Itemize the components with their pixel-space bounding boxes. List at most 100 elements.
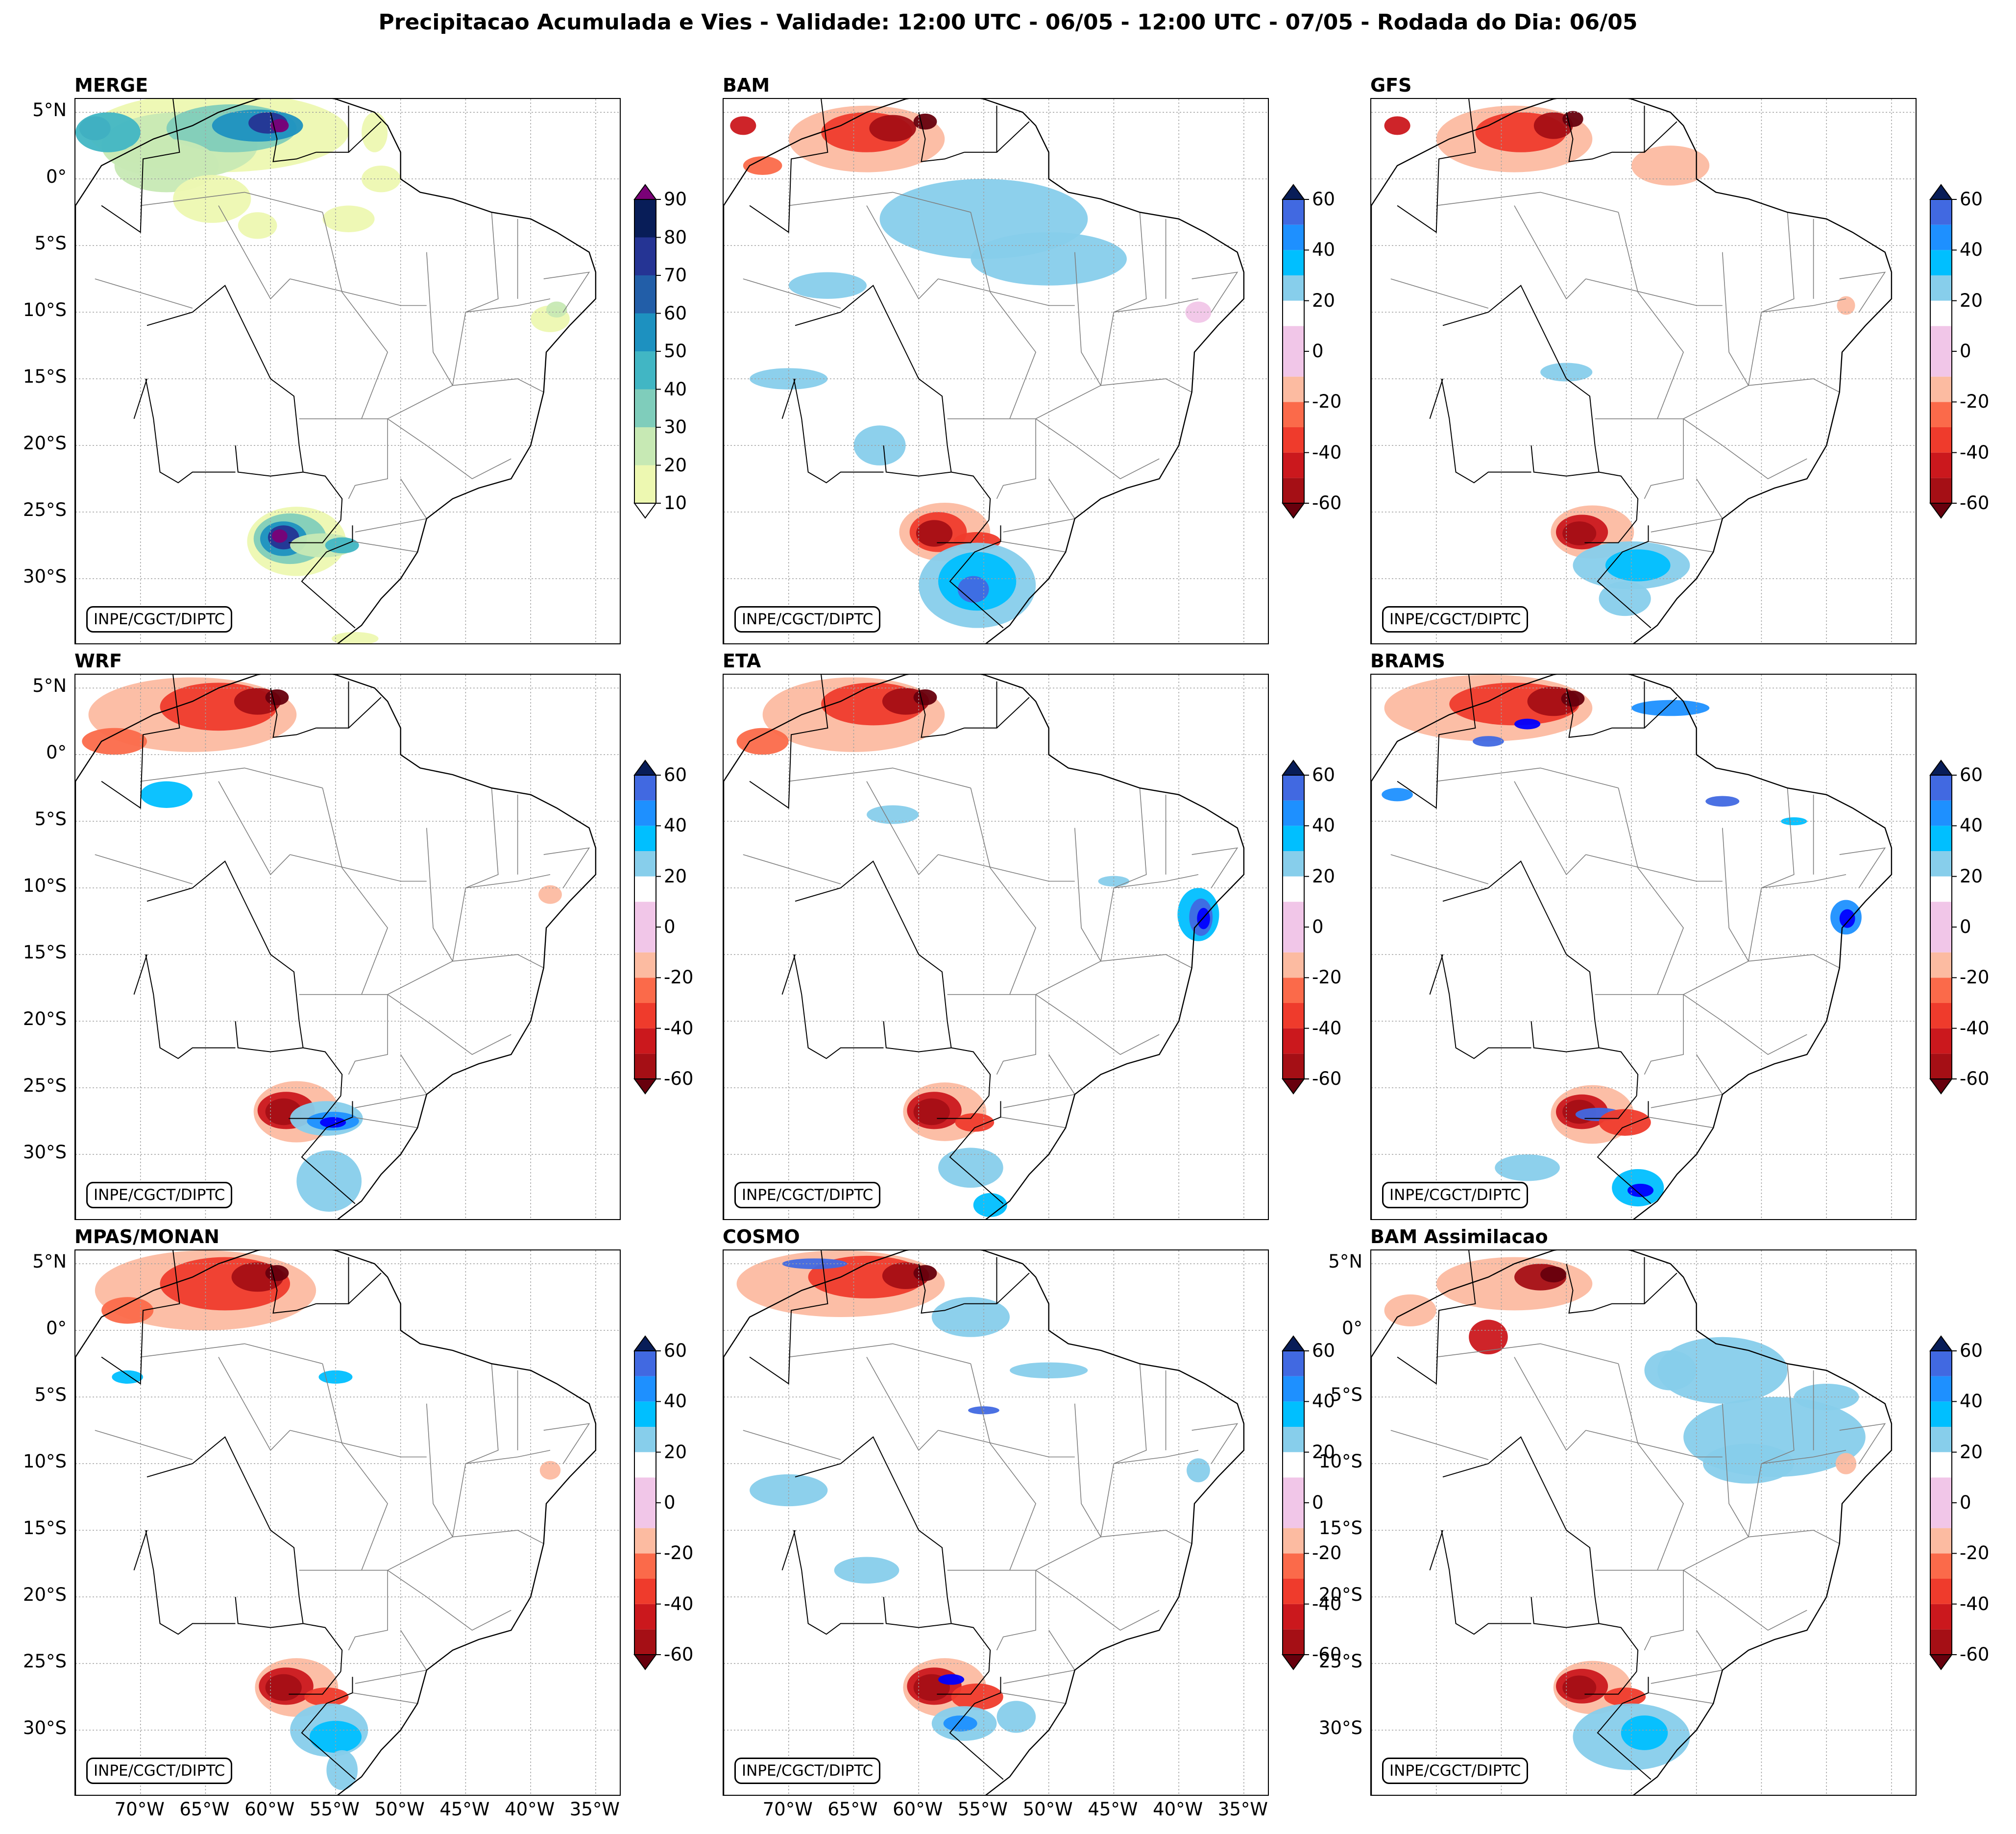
bias-cell xyxy=(1604,1687,1646,1707)
colorbar-swatch xyxy=(1283,851,1304,877)
panel-title: MERGE xyxy=(74,74,148,96)
country-borders xyxy=(749,99,1030,629)
bias-cell xyxy=(1657,1337,1788,1404)
colorbar-tick-label: 30 xyxy=(664,416,687,438)
colorbar-extend-max xyxy=(1282,759,1305,776)
precip-cell xyxy=(238,212,277,239)
bias-cell xyxy=(1599,581,1651,616)
colorbar-tick-label: -20 xyxy=(1960,967,1990,988)
colorbar-swatch xyxy=(634,1579,656,1604)
colorbar-tick-label: -40 xyxy=(1960,1017,1990,1039)
data-field xyxy=(95,1250,561,1790)
state-borders xyxy=(95,1343,590,1704)
lon-label: 70°W xyxy=(114,1799,165,1820)
colorbar-swatch xyxy=(1930,1528,1952,1554)
colorbar-bias: -60 -40 -20 0 20 40 60 xyxy=(633,759,693,1097)
colorbar-tick-label: -40 xyxy=(1960,1593,1990,1614)
map-panel: INPE/CGCT/DIPTC xyxy=(1370,98,1917,644)
colorbar-swatch xyxy=(1930,851,1952,877)
precip-cell xyxy=(270,119,289,132)
bias-cell xyxy=(1197,907,1210,929)
colorbar-swatch xyxy=(634,1427,656,1452)
coastline xyxy=(724,675,1245,1219)
colorbar-swatch xyxy=(1283,1604,1304,1630)
colorbar-swatch xyxy=(1283,1629,1304,1655)
country-borders xyxy=(101,1250,382,1780)
bias-cell xyxy=(943,1715,977,1732)
state-borders xyxy=(743,767,1239,1128)
colorbar-tick-label: 0 xyxy=(1312,341,1324,362)
lat-label: 0° xyxy=(46,1318,67,1339)
coastline xyxy=(724,99,1245,643)
colorbar-tick-label: 40 xyxy=(1312,1391,1336,1412)
bias-cell xyxy=(869,115,916,142)
colorbar-tick-label: -20 xyxy=(1960,1542,1990,1564)
bias-cell xyxy=(539,1461,561,1480)
colorbar-swatch xyxy=(634,1376,656,1402)
map-svg xyxy=(1371,99,1916,643)
colorbar-swatch xyxy=(1283,1376,1304,1402)
data-field xyxy=(1384,1257,1866,1770)
colorbar-tick-label: -60 xyxy=(1960,492,1990,514)
colorbar-extend-max xyxy=(1929,184,1953,200)
colorbar-swatch xyxy=(1283,775,1304,801)
colorbar-swatch xyxy=(1930,275,1952,301)
data-field xyxy=(1382,675,1862,1207)
colorbar-tick-label: -60 xyxy=(664,1068,694,1089)
colorbar-tick-label: 20 xyxy=(1960,865,1983,887)
colorbar-tick-label: -60 xyxy=(1312,1068,1342,1089)
bias-cell xyxy=(1384,116,1410,135)
lat-label: 10°S xyxy=(23,1451,67,1472)
colorbar-extend-max xyxy=(1929,1335,1953,1351)
colorbar-swatch xyxy=(1930,902,1952,953)
figure-title: Precipitacao Acumulada e Vies - Validade… xyxy=(378,10,1638,35)
colorbar-swatch xyxy=(1930,478,1952,503)
bias-cell xyxy=(112,1370,144,1384)
colorbar-swatch xyxy=(1283,826,1304,851)
colorbar-swatch xyxy=(634,313,656,351)
map-panel: INPE/CGCT/DIPTC xyxy=(1370,674,1917,1220)
colorbar-swatch xyxy=(1930,1553,1952,1579)
lat-label: 25°S xyxy=(23,1075,67,1097)
colorbar-extend-max xyxy=(633,1335,657,1351)
colorbar-tick-label: -40 xyxy=(664,1017,694,1039)
colorbar-swatch xyxy=(1930,250,1952,275)
colorbar-svg xyxy=(633,184,661,519)
bias-cell xyxy=(834,1557,899,1584)
coastline xyxy=(75,675,597,1219)
colorbar-swatch xyxy=(1283,1351,1304,1376)
colorbar-tick-label: -20 xyxy=(664,1542,694,1564)
state-borders xyxy=(1390,1343,1886,1704)
coastline xyxy=(1371,1250,1893,1795)
bias-cell xyxy=(1839,909,1855,928)
colorbar-swatch xyxy=(1930,1351,1952,1376)
colorbar-extend-min xyxy=(1929,1078,1953,1095)
colorbar-swatch xyxy=(634,465,656,503)
map-panel: INPE/CGCT/DIPTC xyxy=(74,1249,621,1796)
colorbar-swatch xyxy=(1930,978,1952,1003)
colorbar-svg xyxy=(1282,759,1309,1095)
lat-label: 10°S xyxy=(1318,1451,1362,1472)
bias-cell xyxy=(1436,1257,1593,1311)
data-field xyxy=(730,105,1212,628)
data-field xyxy=(82,677,562,1212)
colorbar-swatch xyxy=(1283,1579,1304,1604)
panel-title: BRAMS xyxy=(1370,650,1445,672)
colorbar-swatch xyxy=(1283,452,1304,478)
colorbar-extend-min xyxy=(1282,503,1305,519)
lat-label: 20°S xyxy=(23,1584,67,1606)
bias-cell xyxy=(320,1117,346,1128)
colorbar-tick-label: -60 xyxy=(1312,1644,1342,1665)
colorbar-tick-label: 40 xyxy=(664,1391,687,1412)
colorbar-tick-label: -40 xyxy=(1960,441,1990,463)
colorbar-swatch xyxy=(634,978,656,1003)
bias-cell xyxy=(1631,700,1710,716)
colorbar-swatch xyxy=(1283,1401,1304,1427)
colorbar-swatch xyxy=(1930,224,1952,250)
colorbar-tick-label: -40 xyxy=(1312,1593,1342,1614)
colorbar-bias: -60 -40 -20 0 20 40 60 xyxy=(1929,184,1989,521)
bias-cell xyxy=(304,1687,349,1707)
colorbar-tick-label: 40 xyxy=(664,378,687,400)
bias-cell xyxy=(973,1193,1007,1217)
colorbar-swatch xyxy=(634,389,656,427)
